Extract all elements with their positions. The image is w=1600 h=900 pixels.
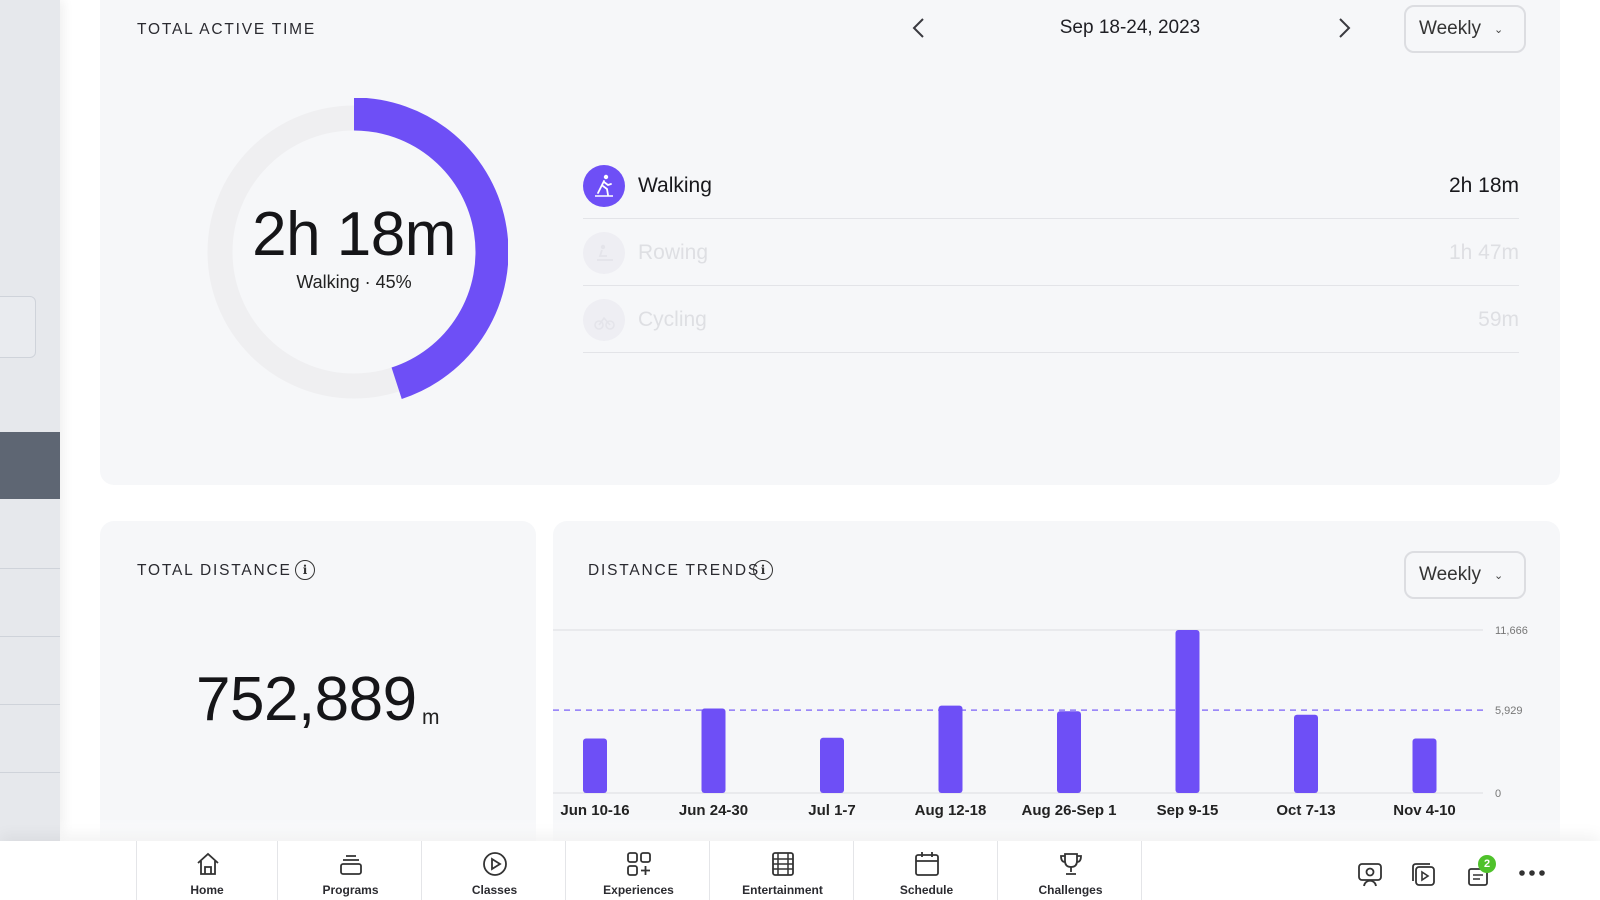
- dropdown-value: Weekly: [1419, 18, 1481, 39]
- activity-row-rowing[interactable]: Rowing 1h 47m: [583, 220, 1519, 286]
- bar[interactable]: [701, 708, 726, 793]
- notification-badge: 2: [1478, 855, 1496, 873]
- sidebar-divider: [0, 636, 60, 637]
- y-tick-label: 11,666: [1495, 625, 1528, 637]
- dropdown-value: Weekly: [1419, 564, 1481, 585]
- distance-trends-card: [553, 521, 1560, 861]
- total-distance-title: TOTAL DISTANCE: [137, 562, 292, 579]
- challenges-trophy-icon: [1060, 853, 1082, 875]
- sidebar-divider: [0, 772, 60, 773]
- programs-icon: [340, 855, 362, 875]
- cycling-icon: [583, 298, 625, 341]
- sidebar-card[interactable]: [0, 296, 36, 358]
- date-range-label: Sep 18-24, 2023: [1059, 17, 1201, 38]
- nav-label: Home: [190, 883, 224, 897]
- experiences-grid-icon: [627, 852, 651, 876]
- rowing-icon: [583, 231, 625, 274]
- nav-item-challenges[interactable]: Challenges: [1000, 841, 1142, 900]
- x-tick-label: Oct 7-13: [1276, 802, 1335, 819]
- nav-label: Classes: [471, 883, 518, 897]
- distance-trends-chart: 11,666 5,929 0 Jun 10-16 Jun 24-30 Jul 1-7 Aug…: [553, 625, 1528, 819]
- nav-item-programs[interactable]: Programs: [280, 841, 422, 900]
- nav-item-experiences[interactable]: Experiences: [568, 841, 710, 900]
- activity-row-cycling[interactable]: Cycling 59m: [583, 287, 1519, 353]
- more-options-icon[interactable]: [1518, 866, 1546, 880]
- chevron-down-icon: ⌄: [1493, 23, 1504, 36]
- sidebar-divider: [0, 568, 60, 569]
- entertainment-film-icon: [772, 852, 794, 876]
- left-sidebar: [0, 0, 60, 841]
- activity-value: 2h 18m: [1448, 173, 1519, 197]
- notifications-icon[interactable]: [1464, 861, 1492, 889]
- activity-row-walking[interactable]: Walking 2h 18m: [583, 153, 1519, 219]
- info-icon[interactable]: i: [753, 560, 773, 580]
- walking-icon: [583, 164, 625, 207]
- nav-item-entertainment[interactable]: Entertainment: [712, 841, 854, 900]
- nav-item-classes[interactable]: Classes: [424, 841, 566, 900]
- bar[interactable]: [1294, 714, 1318, 793]
- donut-chart: [207, 97, 509, 399]
- nav-item-home[interactable]: Home: [136, 841, 278, 900]
- nav-label: Challenges: [1038, 883, 1103, 897]
- next-week-button[interactable]: [1330, 15, 1356, 41]
- x-tick-label: Sep 9-15: [1157, 802, 1219, 819]
- activity-value: 59m: [1478, 307, 1519, 331]
- bar[interactable]: [1057, 711, 1081, 793]
- x-tick-label: Jul 1-7: [808, 802, 856, 819]
- bar[interactable]: [938, 705, 963, 793]
- active-time-period-dropdown[interactable]: Weekly ⌄: [1404, 5, 1526, 53]
- total-active-time-title: TOTAL ACTIVE TIME: [137, 21, 317, 38]
- bar[interactable]: [820, 737, 844, 793]
- bar[interactable]: [583, 738, 607, 793]
- donut-segment-walking: [353, 97, 509, 399]
- x-tick-label: Nov 4-10: [1393, 802, 1456, 819]
- sidebar-item-active[interactable]: [0, 432, 60, 499]
- total-distance-value: 752,889: [196, 665, 417, 734]
- activity-name: Cycling: [638, 307, 707, 331]
- nav-label: Schedule: [899, 883, 954, 897]
- x-tick-label: Aug 12-18: [915, 802, 987, 819]
- distance-trends-title: DISTANCE TRENDS: [588, 562, 760, 579]
- activity-name: Walking: [638, 173, 712, 197]
- nav-item-schedule[interactable]: Schedule: [856, 841, 998, 900]
- sidebar-divider: [0, 704, 60, 705]
- bar[interactable]: [1175, 630, 1200, 793]
- nav-label: Experiences: [603, 883, 674, 897]
- y-tick-label: 5,929: [1495, 705, 1523, 717]
- distance-unit: m: [422, 706, 440, 729]
- trends-period-dropdown[interactable]: Weekly ⌄: [1404, 551, 1526, 599]
- total-active-time-card: [100, 0, 1560, 485]
- chevron-left-icon: [912, 18, 924, 38]
- active-time-donut: [200, 97, 509, 406]
- schedule-calendar-icon: [915, 852, 939, 876]
- home-icon: [197, 852, 219, 875]
- trainer-icon[interactable]: [1356, 861, 1384, 889]
- info-icon[interactable]: i: [295, 560, 315, 580]
- classes-play-icon: [483, 852, 507, 876]
- donut-subtitle: Walking · 45%: [296, 272, 412, 292]
- x-tick-label: Jun 24-30: [679, 802, 748, 819]
- bar[interactable]: [1412, 738, 1437, 793]
- previous-week-button[interactable]: [907, 15, 933, 41]
- scroll-fade: [60, 818, 1600, 842]
- bottom-navigation-bar: Home Programs Classes Experiences Entertainm…: [0, 841, 1600, 900]
- x-tick-label: Jun 10-16: [560, 802, 629, 819]
- activity-value: 1h 47m: [1448, 240, 1519, 264]
- total-active-time-value: 2h 18m: [252, 200, 456, 269]
- chevron-down-icon: ⌄: [1493, 569, 1504, 582]
- chevron-right-icon: [1339, 18, 1351, 38]
- total-distance-card: [100, 521, 536, 861]
- nav-label: Entertainment: [742, 883, 823, 897]
- video-library-icon[interactable]: [1410, 861, 1438, 889]
- nav-label: Programs: [322, 883, 379, 897]
- y-tick-label: 0: [1495, 788, 1501, 800]
- activity-name: Rowing: [638, 240, 709, 264]
- donut-center-label: 2h 18m Walking · 45%: [200, 204, 508, 293]
- x-tick-label: Aug 26-Sep 1: [1021, 802, 1116, 819]
